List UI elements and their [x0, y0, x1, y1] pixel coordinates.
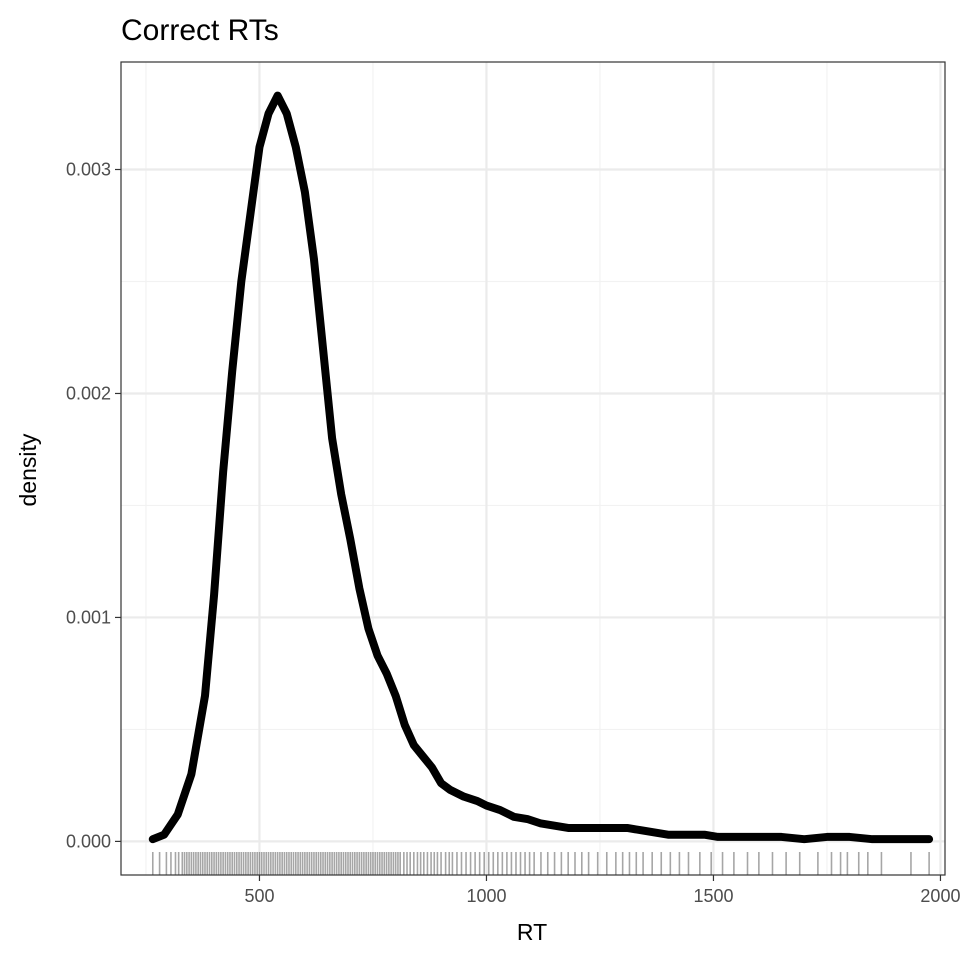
x-tick-label: 2000 [920, 886, 960, 906]
major-gridlines [121, 62, 945, 875]
minor-gridlines [121, 62, 945, 875]
x-tick-label: 500 [244, 886, 274, 906]
y-axis-title: density [15, 433, 41, 506]
y-axis-ticks: 0.000 0.001 0.002 0.003 [66, 160, 121, 851]
x-axis-ticks: 500 1000 1500 2000 [244, 875, 960, 906]
x-axis-title: RT [517, 919, 547, 945]
x-tick-label: 1500 [693, 886, 733, 906]
rug-marks [151, 852, 930, 875]
y-tick-label: 0.003 [66, 160, 111, 180]
panel-border [120, 61, 946, 876]
density-curve [148, 91, 934, 844]
x-tick-label: 1000 [466, 886, 506, 906]
chart-title: Correct RTs [121, 14, 279, 47]
y-tick-label: 0.001 [66, 607, 111, 627]
y-tick-label: 0.000 [66, 831, 111, 851]
y-tick-label: 0.002 [66, 383, 111, 403]
